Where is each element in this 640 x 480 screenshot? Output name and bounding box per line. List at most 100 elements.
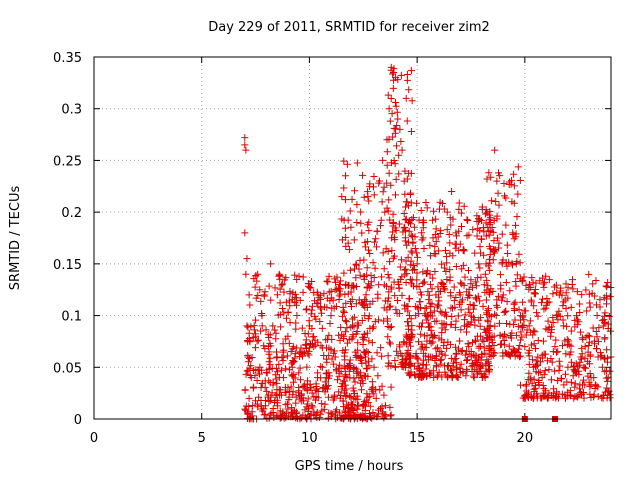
data-point	[363, 329, 371, 337]
data-point	[435, 247, 443, 255]
data-point	[496, 331, 504, 339]
data-point	[341, 224, 349, 232]
data-point	[474, 215, 482, 223]
data-point	[576, 388, 584, 396]
data-point	[325, 331, 333, 339]
data-point	[520, 316, 528, 324]
data-point	[360, 193, 368, 201]
data-point	[341, 407, 349, 415]
x-tick-label: 10	[301, 431, 318, 446]
data-point	[349, 331, 357, 339]
data-point	[303, 414, 311, 422]
data-point	[564, 363, 572, 371]
data-point	[407, 189, 415, 197]
data-point	[438, 309, 446, 317]
data-point	[292, 399, 300, 407]
data-point	[418, 229, 426, 237]
data-point	[336, 281, 344, 289]
data-point	[280, 288, 288, 296]
data-point	[562, 280, 570, 288]
data-point	[266, 411, 274, 419]
data-point	[512, 260, 520, 268]
data-point	[487, 285, 495, 293]
data-point	[457, 360, 465, 368]
data-point	[454, 312, 462, 320]
data-point	[404, 253, 412, 261]
data-point	[381, 208, 389, 216]
data-point	[387, 383, 395, 391]
data-point	[291, 293, 299, 301]
data-point	[369, 409, 377, 417]
data-point	[398, 363, 406, 371]
data-point	[377, 405, 385, 413]
data-point	[490, 342, 498, 350]
data-point	[417, 330, 425, 338]
data-point	[452, 293, 460, 301]
data-point	[391, 98, 399, 106]
data-point	[257, 297, 265, 305]
data-point	[554, 311, 562, 319]
data-point	[538, 299, 546, 307]
data-point	[284, 400, 292, 408]
data-point	[452, 232, 460, 240]
data-point	[320, 290, 328, 298]
data-point	[253, 376, 261, 384]
data-point	[307, 284, 315, 292]
data-point	[364, 221, 372, 229]
data-point	[328, 304, 336, 312]
data-point	[291, 350, 299, 358]
data-point	[480, 228, 488, 236]
data-point	[545, 366, 553, 374]
data-point	[287, 347, 295, 355]
data-point	[416, 364, 424, 372]
data-point	[330, 393, 338, 401]
data-point	[391, 160, 399, 168]
data-point	[459, 369, 467, 377]
data-point	[395, 151, 403, 159]
data-point	[343, 324, 351, 332]
data-point	[586, 352, 594, 360]
data-point	[476, 216, 484, 224]
data-point	[449, 362, 457, 370]
data-point	[393, 108, 401, 116]
data-point	[415, 338, 423, 346]
data-point	[317, 362, 325, 370]
data-point	[378, 382, 386, 390]
data-point	[401, 226, 409, 234]
data-point	[490, 217, 498, 225]
data-point	[347, 399, 355, 407]
data-point	[285, 339, 293, 347]
data-point	[309, 403, 317, 411]
data-point	[576, 358, 584, 366]
data-point	[422, 365, 430, 373]
data-point	[469, 372, 477, 380]
data-point	[405, 86, 413, 94]
data-point	[265, 358, 273, 366]
data-point	[582, 364, 590, 372]
data-point	[457, 298, 465, 306]
data-point	[347, 288, 355, 296]
data-point	[323, 358, 331, 366]
data-point	[321, 378, 329, 386]
data-point	[366, 180, 374, 188]
data-point	[433, 303, 441, 311]
data-point	[519, 323, 527, 331]
data-point	[530, 340, 538, 348]
data-point	[360, 330, 368, 338]
data-point	[495, 239, 503, 247]
data-point	[497, 341, 505, 349]
data-point	[515, 345, 523, 353]
data-point	[516, 352, 524, 360]
data-point	[385, 303, 393, 311]
data-point	[560, 298, 568, 306]
data-point	[481, 328, 489, 336]
data-point	[435, 301, 443, 309]
data-point	[503, 320, 511, 328]
data-point	[489, 351, 497, 359]
data-point	[434, 344, 442, 352]
data-point	[275, 360, 283, 368]
data-point	[255, 370, 263, 378]
data-point	[387, 181, 395, 189]
data-point	[473, 232, 481, 240]
data-point	[446, 239, 454, 247]
